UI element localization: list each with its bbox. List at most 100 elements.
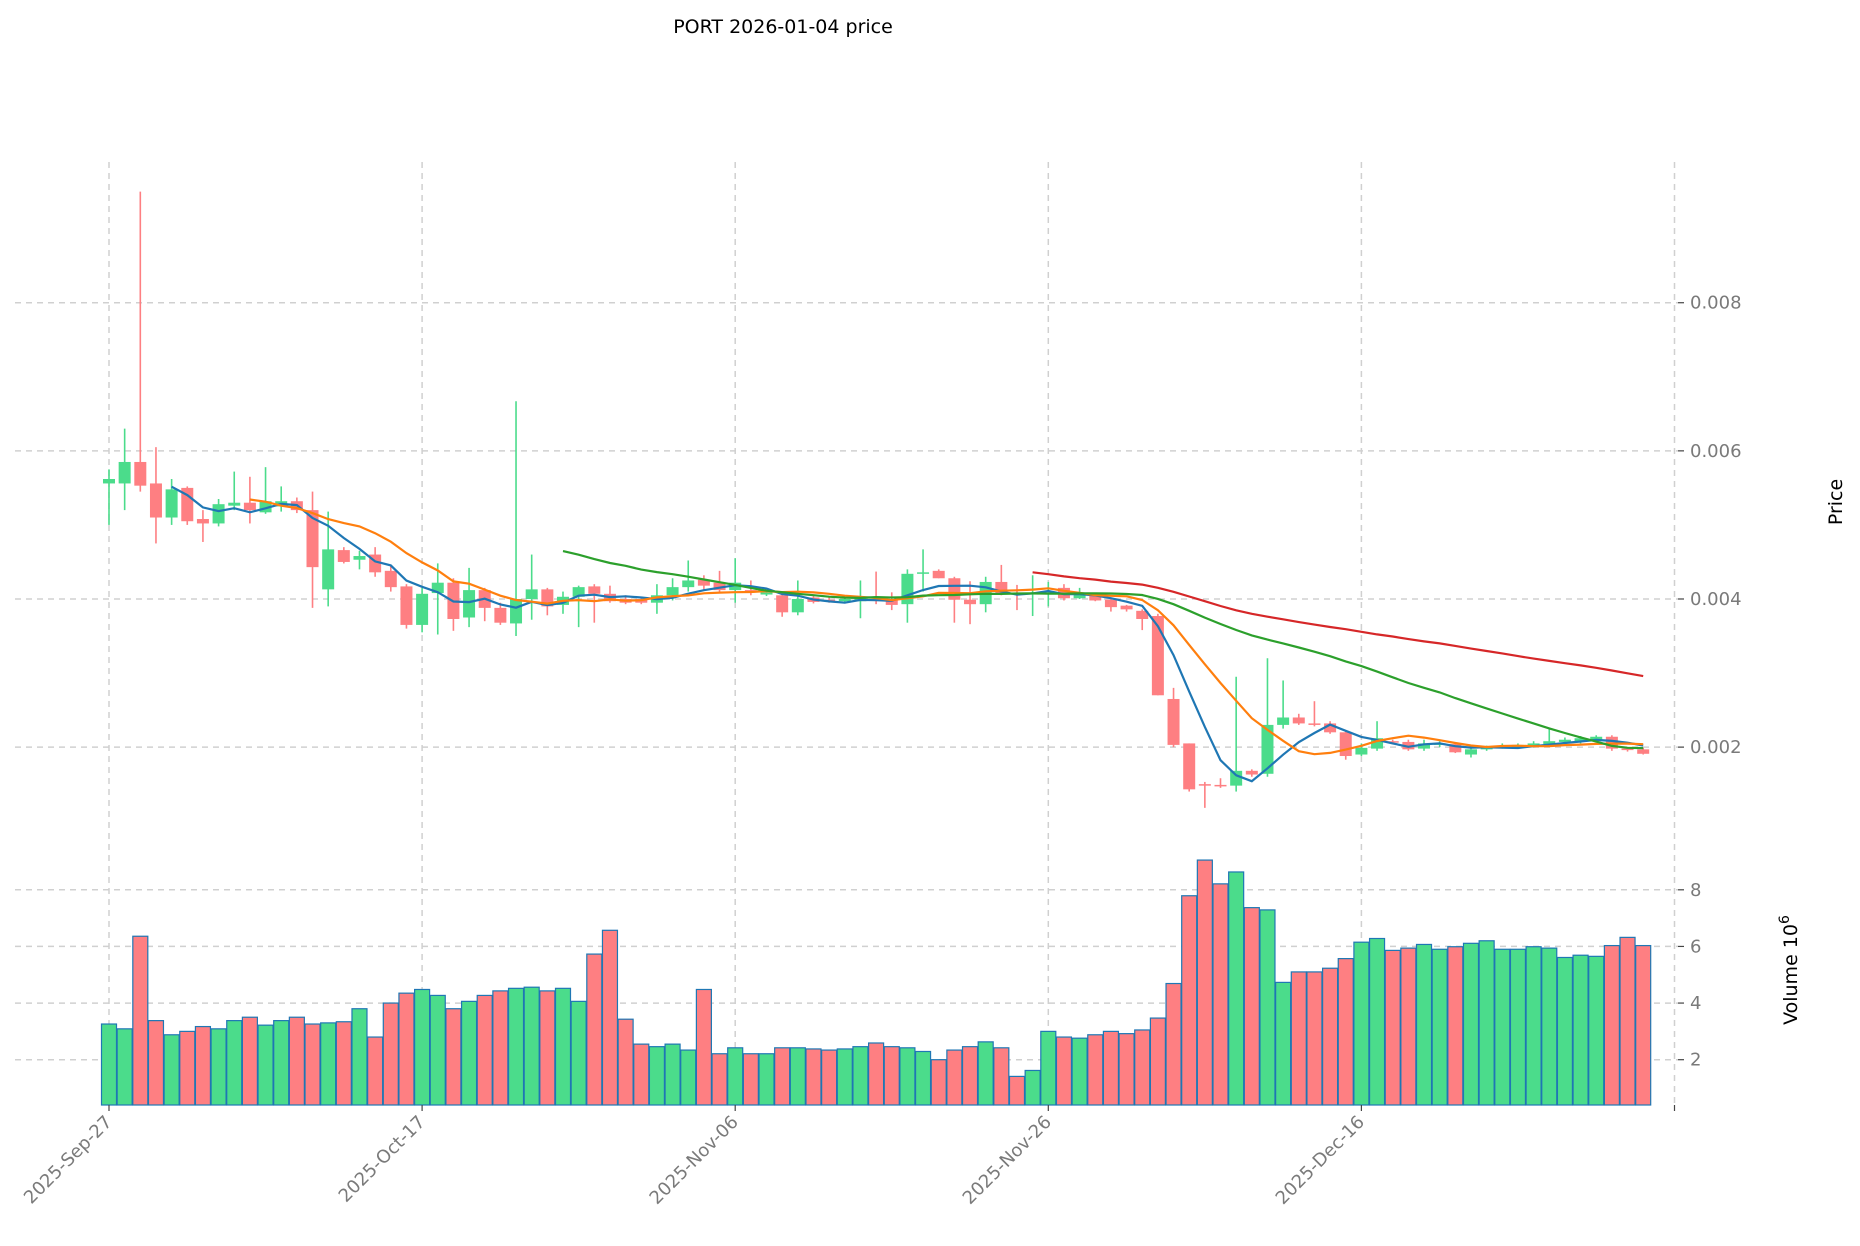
volume-bars [100, 859, 1652, 1106]
candle-body [259, 501, 272, 513]
candle-body [494, 607, 507, 623]
volume-bar [382, 1002, 399, 1106]
moving-average-10-line [249, 498, 1644, 756]
candle-body [416, 593, 429, 625]
volume-bar [617, 1018, 634, 1106]
candle-body [1480, 747, 1493, 750]
candle-body [510, 598, 523, 624]
candle-body [228, 502, 241, 506]
candle-body [243, 502, 256, 511]
volume-bar [586, 953, 603, 1106]
x-tick-label: 2025-Nov-06 [646, 1112, 743, 1209]
moving-average-30-line [562, 550, 1644, 750]
candle-body [1355, 747, 1368, 755]
volume-bar [711, 1053, 728, 1106]
volume-bar [1321, 967, 1339, 1106]
volume-tick-label: 6 [1690, 936, 1701, 957]
volume-bar [1118, 1033, 1135, 1106]
volume-bar [930, 1059, 947, 1106]
volume-bar [1353, 941, 1370, 1106]
volume-bar [100, 1023, 118, 1106]
volume-bar [570, 1000, 587, 1106]
price-tick-label: 0.002 [1690, 737, 1742, 758]
volume-bar [695, 988, 712, 1106]
candle-body [791, 598, 804, 613]
volume-bar [774, 1047, 791, 1106]
candle-body [1637, 749, 1650, 754]
volume-bar [1415, 943, 1433, 1106]
volume-bar [1259, 909, 1276, 1106]
candle-body [995, 581, 1008, 594]
volume-bar [1462, 942, 1480, 1106]
candle-body [337, 550, 350, 562]
volume-bar [116, 1028, 133, 1106]
candle-body [134, 461, 147, 486]
candle-body [917, 572, 930, 574]
candle-body [729, 582, 742, 591]
volume-bar [492, 990, 509, 1106]
volume-bar [445, 1008, 462, 1106]
candle-body [964, 599, 977, 605]
volume-bar [1149, 1017, 1166, 1106]
volume-bar [257, 1024, 274, 1106]
volume-bar [320, 1022, 337, 1106]
volume-bar [460, 1000, 478, 1106]
volume-bar [194, 1025, 212, 1106]
volume-bar [398, 992, 415, 1106]
volume-bar [1478, 940, 1495, 1106]
candle-body [1449, 744, 1462, 753]
moving-average-5-line [171, 485, 1644, 783]
candle-body [1386, 741, 1399, 743]
volume-bar [1008, 1075, 1026, 1106]
volume-tick-label: 4 [1690, 993, 1701, 1014]
volume-bar [1494, 948, 1511, 1106]
candle-body [1183, 743, 1196, 790]
volume-bar [1196, 859, 1213, 1106]
moving-average-60-line [1032, 571, 1644, 678]
candle-body [1324, 723, 1337, 733]
volume-bar [1071, 1037, 1088, 1106]
candle-body [1621, 748, 1634, 751]
volume-bar [1290, 971, 1307, 1106]
volume-bar [1087, 1034, 1104, 1106]
candle-body [1167, 698, 1180, 745]
volume-bar [1024, 1069, 1041, 1106]
volume-tick-label: 2 [1690, 1050, 1701, 1071]
candle-body [760, 592, 773, 595]
volume-tick-label: 8 [1690, 880, 1701, 901]
candle-body [103, 479, 115, 484]
moving-averages [171, 485, 1644, 783]
candle-body [306, 510, 319, 568]
volume-bar [1243, 907, 1260, 1106]
candle-body [196, 518, 209, 524]
volume-bar [1619, 936, 1636, 1106]
candle-body [885, 599, 898, 605]
price-tick-label: 0.004 [1690, 589, 1742, 610]
volume-bar [821, 1049, 838, 1106]
candle-body [1590, 736, 1603, 740]
candle-body [400, 586, 413, 625]
x-tick-label: 2025-Nov-26 [959, 1112, 1056, 1209]
candles [103, 191, 1650, 808]
volume-bar [351, 1008, 368, 1106]
volume-bar [1040, 1030, 1057, 1106]
volume-bar [946, 1049, 963, 1106]
volume-bar [335, 1021, 352, 1106]
candle-body [948, 578, 961, 600]
candle-body [1120, 605, 1133, 610]
volume-bar [664, 1043, 681, 1106]
volume-bar [1102, 1030, 1120, 1106]
candle-body [666, 587, 679, 596]
volume-bar [852, 1046, 869, 1106]
candle-body [431, 582, 444, 594]
volume-bar [147, 1020, 165, 1106]
candle-body [165, 489, 178, 518]
volume-bar [1588, 955, 1605, 1106]
volume-bar [1525, 946, 1542, 1106]
volume-bar [241, 1016, 258, 1106]
candle-body [1292, 717, 1305, 724]
volume-bar [1181, 895, 1198, 1106]
volume-bar [1337, 958, 1354, 1106]
volume-bar [1384, 949, 1401, 1106]
candle-body [1261, 724, 1274, 774]
